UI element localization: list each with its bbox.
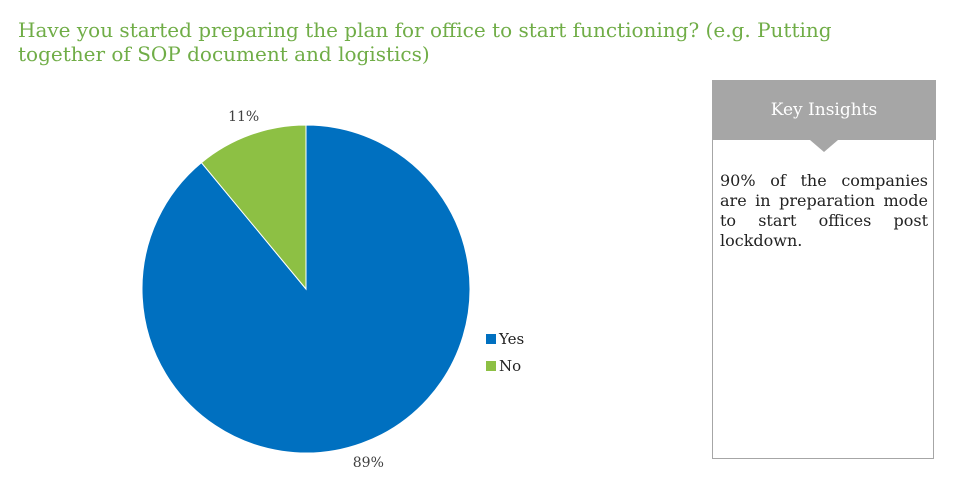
legend-swatch-yes [486,334,496,344]
data-label-yes: 89% [353,455,384,471]
pie-slice-no [200,124,307,291]
header-pointer-icon [810,140,838,152]
chart-title: Have you started preparing the plan for … [18,18,832,66]
key-insights-header: Key Insights [712,80,936,140]
key-insights-text: 90% of the companies are in preparation … [720,171,928,250]
pie-data-labels: 89% 11% [228,109,384,471]
key-insights-panel: Key Insights 90% of the companies are in… [712,80,936,459]
pie-slices [141,124,471,454]
pie-chart: 89% 11% Yes No [141,109,524,471]
legend-label-no: No [499,357,521,375]
legend: Yes No [486,330,524,375]
data-label-no: 11% [228,109,259,125]
legend-label-yes: Yes [498,330,524,348]
legend-swatch-no [486,361,496,371]
